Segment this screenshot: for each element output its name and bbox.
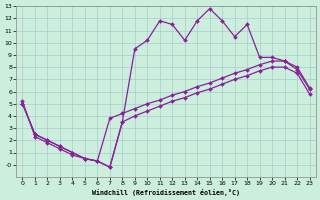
X-axis label: Windchill (Refroidissement éolien,°C): Windchill (Refroidissement éolien,°C) [92,189,240,196]
